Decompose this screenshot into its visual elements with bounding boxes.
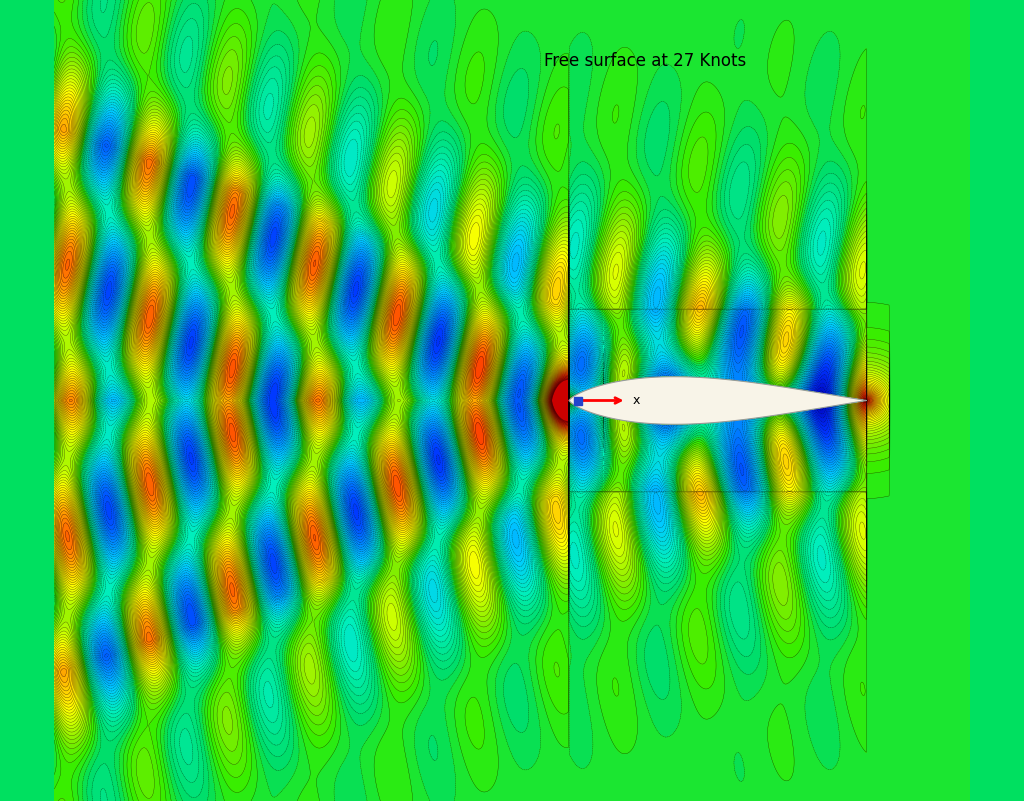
Text: x: x — [632, 394, 640, 407]
Text: Free surface at 27 Knots: Free surface at 27 Knots — [544, 52, 746, 70]
Polygon shape — [569, 376, 866, 425]
